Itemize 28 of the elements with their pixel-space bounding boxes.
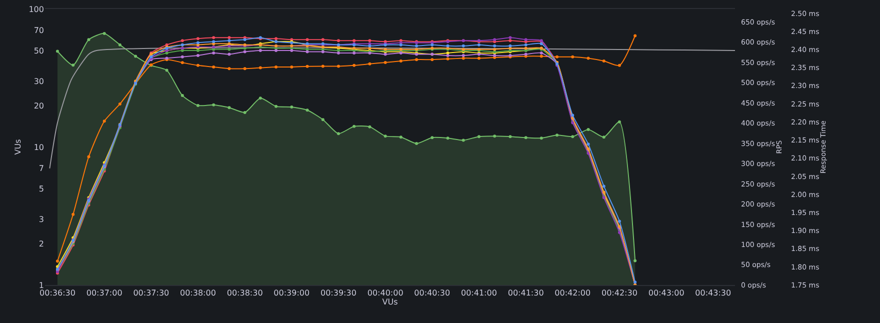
x-tick-label: 00:40:30 [414,288,450,298]
x-tick-label: 00:42:00 [554,288,591,298]
x-tick-label: 00:43:30 [695,288,732,298]
y-tick-label: 10 [34,142,44,152]
y-tick-label: 50 [34,46,44,56]
x-tick-label: 00:39:30 [320,288,356,298]
y-tick-label: 30 [34,76,44,86]
y-tick-label: 20 [34,101,44,110]
x-tick-label: 00:41:00 [460,288,497,298]
x-tick-label: 00:40:00 [367,288,404,298]
y-tick-label: 5 [38,184,44,194]
y-tick-label: 100 [28,4,44,14]
x-tick-label: 00:42:30 [601,288,638,298]
x-tick-label: 00:43:00 [648,288,684,298]
y-tick-label: 70 [34,26,44,36]
y-axis-title: VUs [13,139,22,155]
x-axis-title: VUs [382,298,398,307]
x-tick-label: 00:37:30 [133,288,170,298]
x-tick-label: 00:38:30 [226,288,263,298]
x-tick-label: 00:41:30 [508,288,544,298]
y-tick-label: 3 [38,214,44,224]
x-tick-label: 00:37:00 [86,288,122,298]
x-tick-label: 00:39:00 [274,288,310,298]
y-tick-label: 1 [38,280,44,290]
y-tick-label: 7 [38,164,44,174]
y-tick-label: 2 [38,239,44,248]
x-tick-label: 00:38:00 [180,288,216,298]
x-tick-label: 00:36:30 [40,288,76,298]
